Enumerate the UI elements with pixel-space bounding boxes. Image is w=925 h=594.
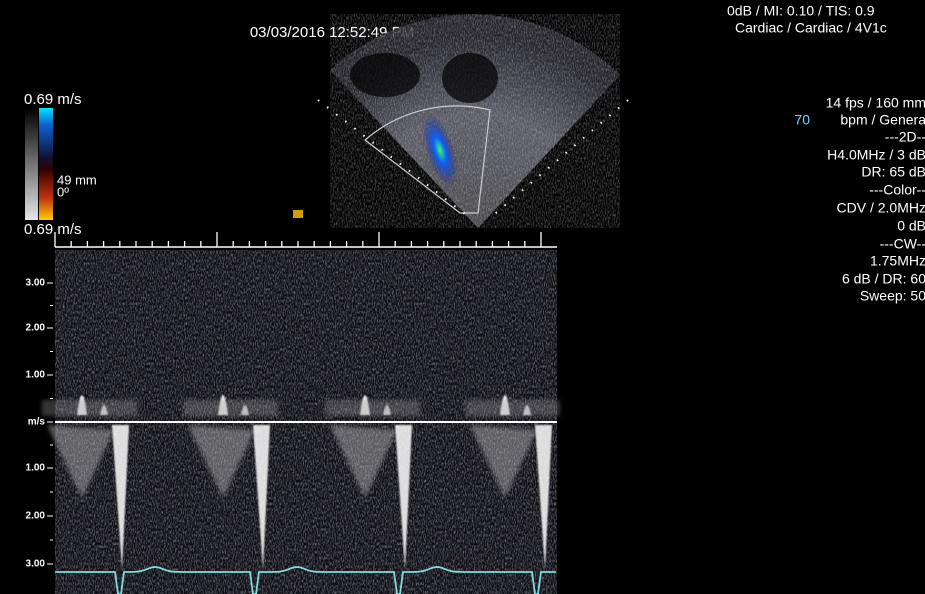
parameter: Sweep: 50	[860, 288, 925, 304]
speckle	[330, 14, 620, 228]
parameter: 0 dB	[897, 218, 925, 234]
gray-bar	[25, 108, 38, 220]
scale-label: 0.69 m/s	[24, 221, 82, 238]
color-bar	[39, 108, 53, 220]
parameter: H4.0MHz / 3 dB	[827, 147, 925, 163]
spectral-beats	[42, 395, 560, 570]
flow-envelope	[188, 425, 255, 498]
flow-envelope	[47, 425, 114, 498]
near-baseline	[42, 400, 137, 416]
parameter: 1.75MHz	[870, 253, 925, 269]
parameter: ---Color--	[869, 182, 925, 198]
angle-label: 0º	[57, 184, 69, 199]
axis-label: 3.00	[26, 559, 46, 570]
near-baseline	[183, 400, 278, 416]
jet-spike	[395, 425, 412, 570]
header-line: 0dB / MI: 0.10 / TIS: 0.9	[727, 3, 875, 19]
depth-label: 49 mm	[57, 172, 97, 187]
probe-marker	[293, 210, 303, 218]
scale-label: 0.69 m/s	[24, 91, 82, 108]
chamber	[442, 53, 498, 103]
axis-label: 2.00	[26, 323, 46, 334]
time-ruler	[54, 232, 557, 248]
axis-label: 3.00	[26, 278, 46, 289]
jet-spike	[535, 425, 552, 570]
near-baseline	[325, 400, 420, 416]
chamber	[350, 53, 420, 97]
jet-spike	[112, 425, 129, 570]
heart-rate: 70	[794, 112, 810, 128]
flow-envelope	[470, 425, 537, 498]
header-line: Cardiac / Cardiac / 4V1c	[735, 20, 887, 36]
timestamp: 03/03/2016 12:52:49 PM	[250, 24, 414, 41]
color-flow	[422, 113, 458, 187]
jet-spike	[253, 425, 270, 570]
ecg-trace	[55, 566, 556, 594]
parameter: CDV / 2.0MHz	[837, 200, 925, 216]
parameter: DR: 65 dB	[861, 164, 925, 180]
parameter: 14 fps / 160 mm	[826, 95, 925, 111]
velocity-axis: 3.00 2.00 1.00 m/s 1.00 2.00 3.00	[26, 278, 53, 570]
parameter: 6 dB / DR: 60	[842, 271, 925, 287]
parameter: bpm / Genera	[840, 112, 925, 128]
near-baseline	[465, 400, 560, 416]
axis-label: 2.00	[26, 511, 46, 522]
axis-label: m/s	[28, 417, 46, 428]
parameter: ---2D--	[885, 129, 925, 145]
flow-envelope	[330, 425, 397, 498]
axis-label: 1.00	[26, 463, 46, 474]
parameter: ---CW--	[880, 236, 925, 252]
color-box	[364, 105, 491, 214]
axis-label: 1.00	[26, 370, 46, 381]
